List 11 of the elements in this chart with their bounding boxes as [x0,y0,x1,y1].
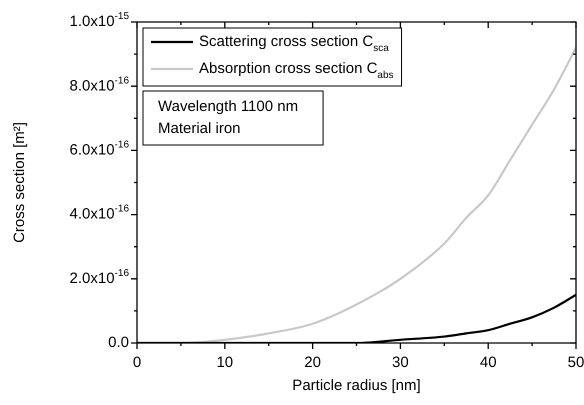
y-tick-label: 0.0 [108,334,130,352]
x-tick-label: 10 [216,354,234,372]
x-tick-label: 0 [132,354,142,372]
x-tick-label: 30 [392,354,409,372]
y-axis-title: Cross section [m²] [11,122,28,243]
x-tick-label: 40 [480,354,497,372]
annotation: Material iron [158,120,241,138]
x-tick-label: 20 [304,354,321,372]
x-axis-title: Particle radius [nm] [292,377,421,394]
annotation: Wavelength 1100 nm [158,98,298,116]
x-tick-label: 50 [568,354,584,372]
